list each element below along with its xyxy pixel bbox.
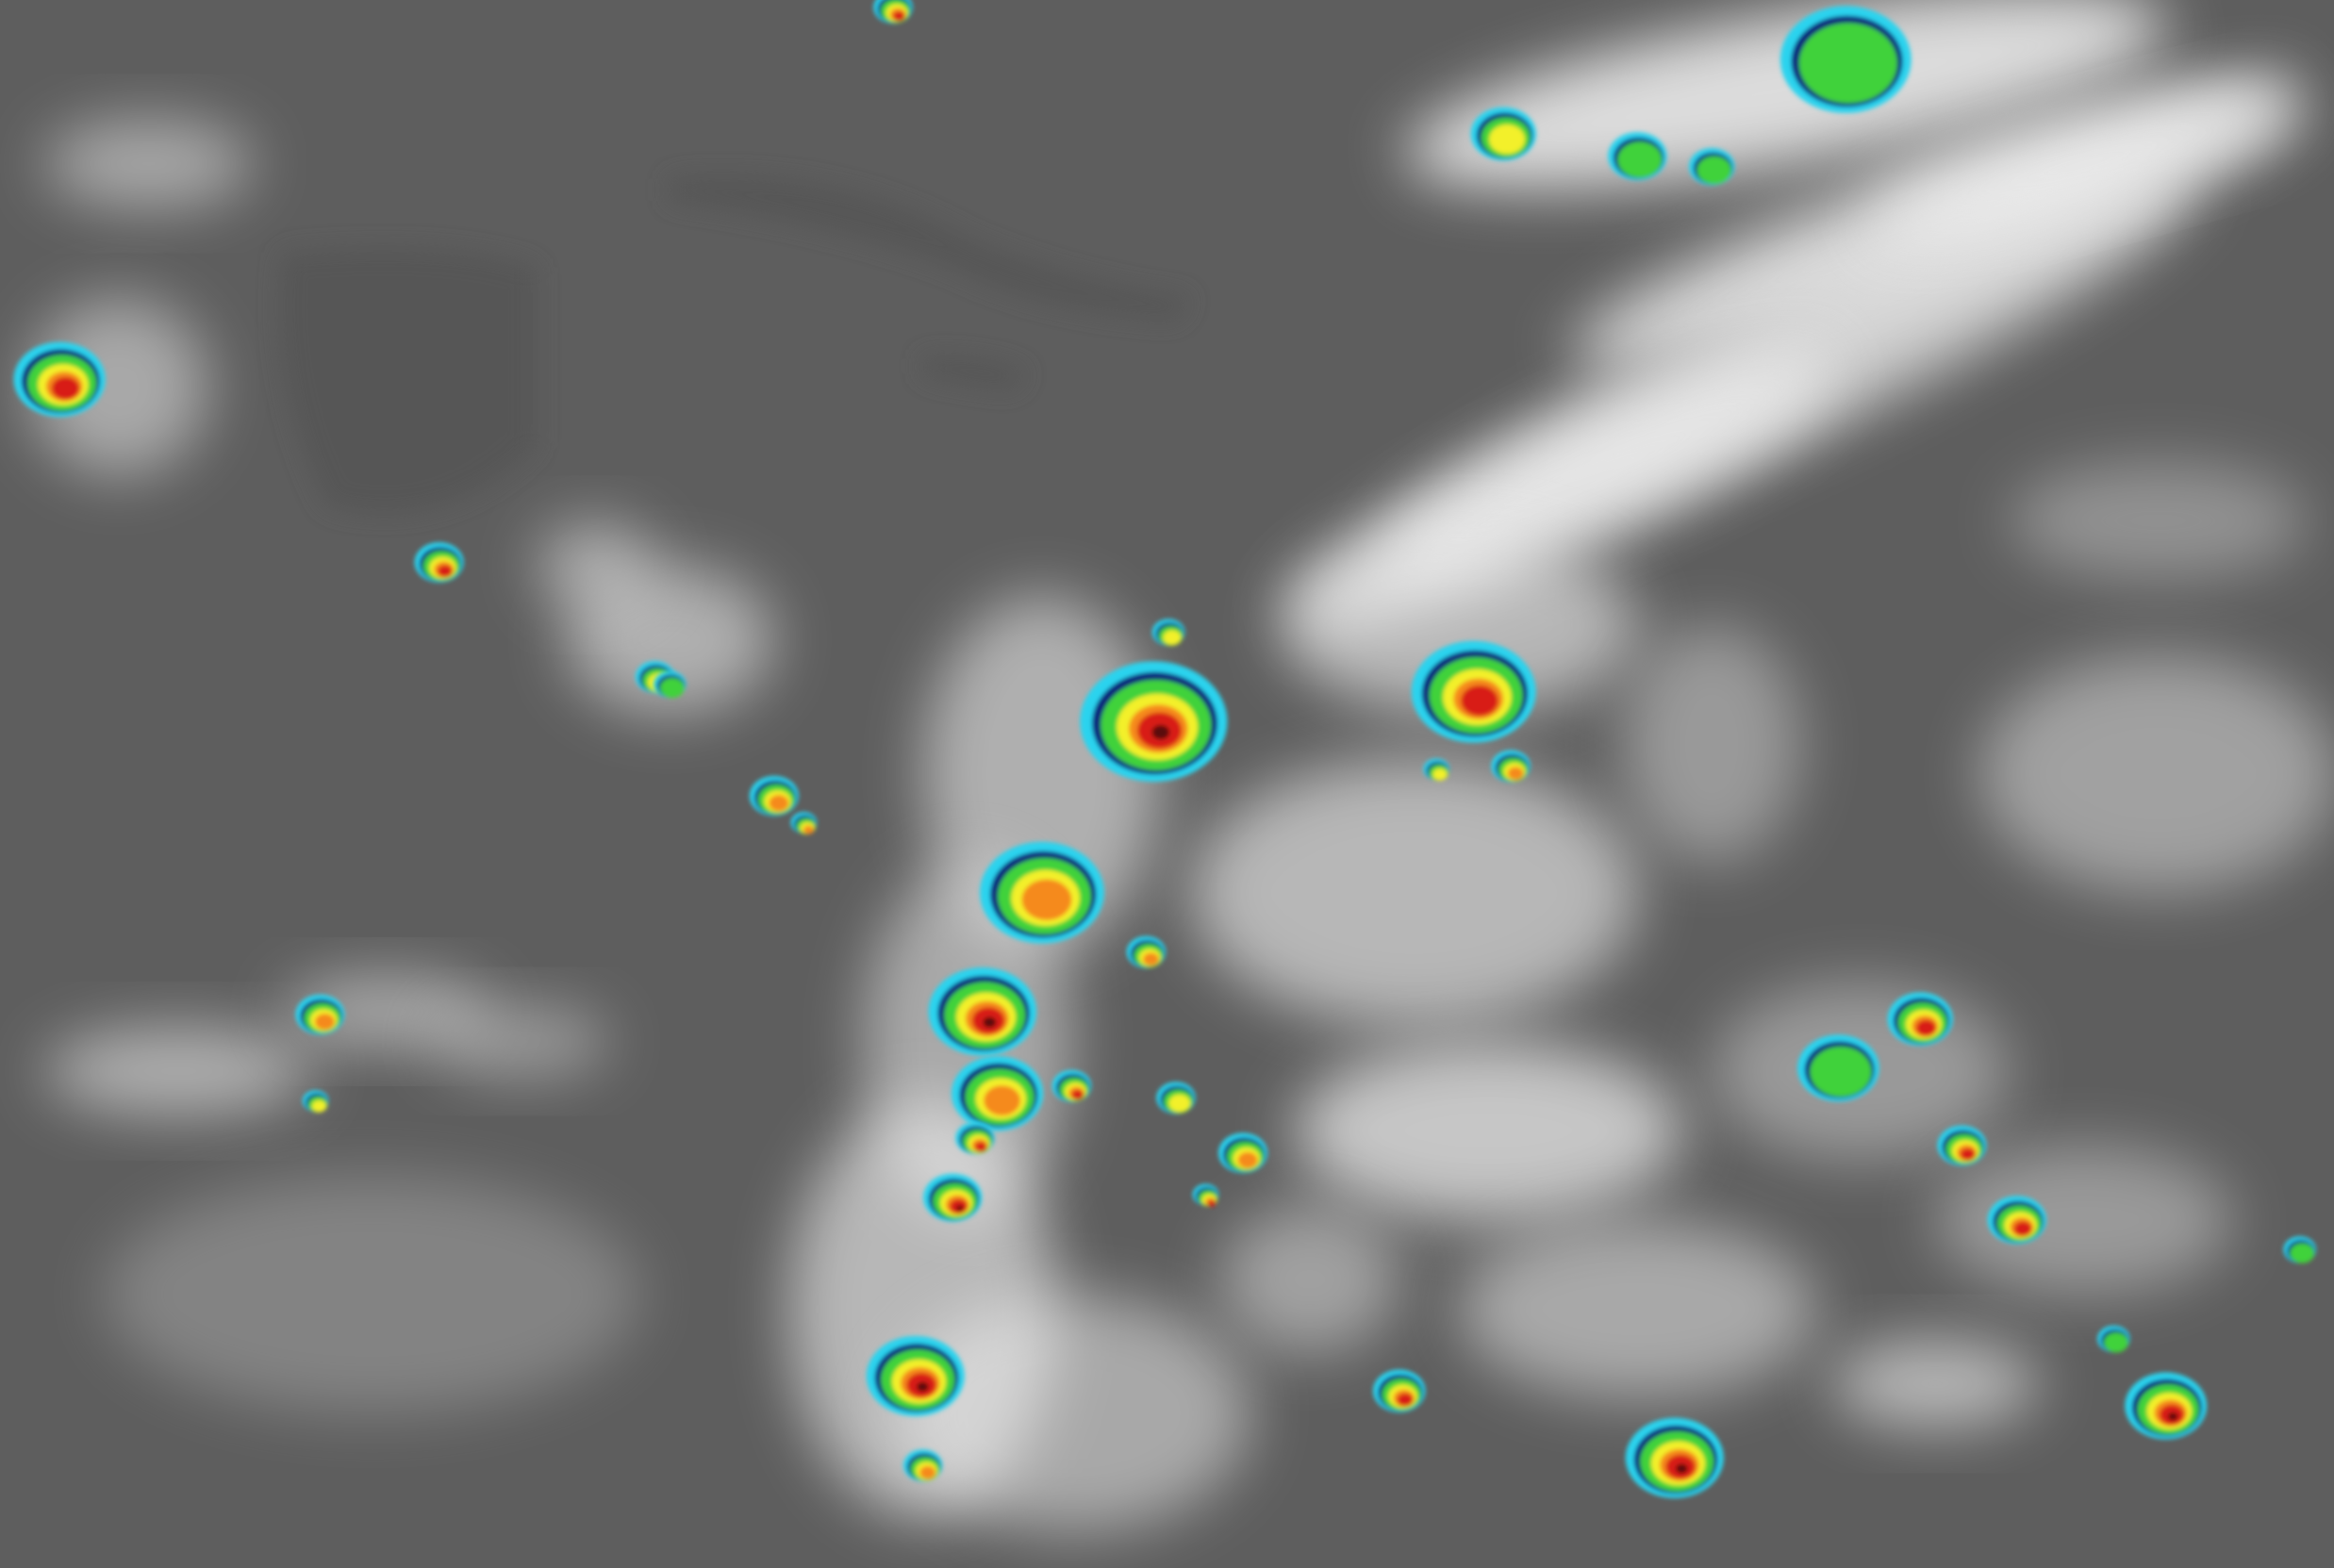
storm-cell — [1491, 750, 1531, 783]
cloud — [1830, 1339, 2040, 1428]
storm-cell — [1217, 1132, 1268, 1174]
cell-layer — [984, 1085, 1021, 1116]
cell-layer — [311, 1100, 327, 1113]
storm-cell — [1937, 1125, 1987, 1166]
cell-layer — [983, 1016, 997, 1028]
storm-cell — [295, 994, 345, 1035]
storm-cell — [873, 0, 913, 24]
storm-cell — [1411, 640, 1536, 743]
cell-layer — [314, 1014, 335, 1031]
storm-cell — [866, 1335, 965, 1417]
storm-cell — [2097, 1325, 2130, 1353]
storm-cell — [790, 812, 818, 834]
storm-cell — [1051, 1069, 1092, 1102]
storm-cell — [1470, 107, 1536, 161]
cell-layer — [893, 11, 905, 22]
cell-layer — [1960, 1147, 1976, 1161]
cloud — [1979, 654, 2334, 893]
cloud — [1867, 91, 2300, 236]
cell-layer — [1461, 685, 1498, 717]
storm-cell — [951, 1055, 1044, 1131]
storm-cell — [1625, 1417, 1724, 1498]
storm-cell — [13, 341, 106, 418]
storm-cell — [1987, 1196, 2047, 1245]
storm-cell — [1796, 1034, 1879, 1102]
storm-cell — [1887, 992, 1953, 1047]
storm-cell — [902, 1449, 943, 1482]
cloud — [1404, 0, 2168, 190]
cloud — [1280, 536, 1638, 715]
cloud — [104, 1175, 640, 1413]
storm-cell — [1372, 1369, 1426, 1412]
cell-layer — [803, 825, 814, 834]
cell-layer — [438, 565, 453, 578]
storm-cell — [922, 1173, 983, 1222]
cell-layer — [1810, 1047, 1872, 1098]
cell-layer — [1163, 630, 1182, 646]
cloud — [1622, 624, 1801, 864]
storm-cell — [1156, 1081, 1196, 1114]
storm-cell — [1192, 1183, 1219, 1207]
cloud — [1934, 1145, 2233, 1295]
cell-layer — [1617, 141, 1663, 178]
cell-layer — [51, 376, 80, 400]
cloud — [29, 297, 208, 476]
cloud — [1220, 1205, 1399, 1354]
storm-cell — [749, 775, 799, 817]
storm-cell — [1779, 6, 1912, 113]
storm-cell — [414, 542, 464, 583]
cloud — [431, 1004, 611, 1079]
cloud — [536, 520, 655, 610]
cell-layer — [2013, 1221, 2032, 1236]
storm-cell — [2283, 1236, 2317, 1263]
cell-layer — [1237, 1151, 1258, 1168]
cell-layer — [1798, 23, 1897, 104]
cell-layer — [2290, 1243, 2315, 1263]
cell-layer — [1697, 156, 1731, 185]
storm-cell — [2125, 1372, 2208, 1440]
storm-cell — [1126, 935, 1167, 968]
convective-cells — [13, 0, 2317, 1498]
cell-layer — [1507, 767, 1524, 780]
cloud — [893, 1294, 1250, 1533]
storm-cell — [1423, 758, 1450, 782]
cell-layer — [1916, 1019, 1936, 1036]
cell-layer — [974, 1142, 987, 1152]
land-masses — [279, 175, 1191, 514]
storm-cell — [302, 1090, 329, 1113]
cell-layer — [659, 677, 685, 699]
cell-layer — [769, 795, 789, 812]
cloud — [44, 119, 254, 208]
cell-layer — [917, 1381, 929, 1392]
storm-cell — [1080, 661, 1228, 783]
cell-layer — [919, 1465, 936, 1479]
storm-cell — [1608, 132, 1667, 181]
cell-layer — [956, 1205, 964, 1212]
cloud — [1190, 758, 1638, 1027]
cell-layer — [2168, 1412, 2178, 1421]
storm-cell — [1151, 619, 1185, 647]
cell-layer — [1168, 1094, 1191, 1113]
cell-layer — [1151, 724, 1170, 740]
cell-layer — [1143, 952, 1159, 966]
storm-cell — [1688, 147, 1735, 186]
cloud — [44, 1026, 313, 1116]
cloud — [1458, 1219, 1816, 1399]
storm-cell — [955, 1121, 995, 1155]
cell-layer — [2103, 1332, 2128, 1353]
cloud-layer — [29, 0, 2334, 1533]
cell-layer — [1207, 1200, 1217, 1207]
cell-layer — [1397, 1393, 1414, 1407]
storm-cell — [653, 670, 687, 699]
cloud — [1295, 1041, 1682, 1220]
cloud — [2009, 461, 2308, 581]
cell-layer — [1021, 879, 1072, 920]
storm-cell — [979, 841, 1104, 944]
cell-layer — [1676, 1463, 1688, 1474]
cell-layer — [1432, 768, 1448, 781]
cell-layer — [1488, 124, 1526, 155]
storm-cell — [928, 967, 1037, 1056]
cell-layer — [1071, 1090, 1084, 1100]
